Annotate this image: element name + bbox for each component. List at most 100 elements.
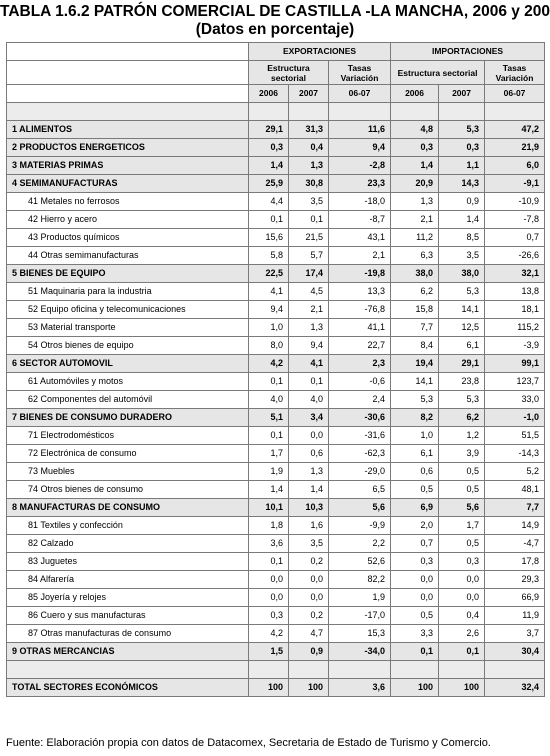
header-exportaciones: EXPORTACIONES <box>247 42 392 61</box>
value-cell: 15,6 <box>248 228 289 247</box>
value-cell: 4,5 <box>288 282 329 301</box>
sector-label: 4 SEMIMANUFACTURAS <box>6 174 249 193</box>
value-cell: 0,0 <box>438 588 486 607</box>
total-value-cell: 32,4 <box>484 678 546 697</box>
value-cell: 15,3 <box>327 624 392 643</box>
value-cell: -19,8 <box>327 264 392 283</box>
value-cell: 5,6 <box>327 498 392 517</box>
sector-label: 73 Muebles <box>6 462 249 481</box>
sector-label: 84 Alfarería <box>6 570 249 589</box>
sector-label: 53 Material transporte <box>6 318 249 337</box>
table-row: 41 Metales no ferrosos 4,4 3,5 -18,0 1,3 0,9-… <box>6 192 546 211</box>
value-cell: 4,0 <box>288 390 329 409</box>
value-cell: -7,8 <box>484 210 546 229</box>
value-cell: 6,1 <box>390 444 440 463</box>
value-cell: 0,1 <box>248 426 289 445</box>
value-cell: 0,0 <box>248 570 289 589</box>
value-cell: 12,5 <box>438 318 486 337</box>
value-cell: 0,3 <box>438 138 486 157</box>
value-cell: 0,6 <box>288 444 329 463</box>
value-cell: 1,7 <box>248 444 289 463</box>
value-cell: 123,7 <box>484 372 546 391</box>
value-cell: 8,2 <box>390 408 440 427</box>
sector-label: 2 PRODUCTOS ENERGETICOS <box>6 138 249 157</box>
value-cell: 66,9 <box>484 588 546 607</box>
total-value-cell: 100 <box>438 678 486 697</box>
value-cell: -31,6 <box>327 426 392 445</box>
sector-label: 1 ALIMENTOS <box>6 120 249 139</box>
value-cell: 6,2 <box>438 408 486 427</box>
value-cell: 0,5 <box>390 480 440 499</box>
value-cell: 2,1 <box>288 300 329 319</box>
value-cell: 0,1 <box>438 642 486 661</box>
source-footnote: Fuente: Elaboración propia con datos de … <box>6 737 491 749</box>
value-cell: 3,3 <box>390 624 440 643</box>
value-cell: 0,0 <box>248 588 289 607</box>
value-cell: -18,0 <box>327 192 392 211</box>
value-cell: 6,2 <box>390 282 440 301</box>
table-row: 83 Juguetes 0,1 0,2 52,6 0,3 0,3 17,8 <box>6 552 546 571</box>
value-cell: 1,8 <box>248 516 289 535</box>
value-cell: 8,4 <box>390 336 440 355</box>
value-cell: 6,0 <box>484 156 546 175</box>
value-cell: 31,3 <box>288 120 329 139</box>
value-cell: 8,0 <box>248 336 289 355</box>
value-cell: 99,1 <box>484 354 546 373</box>
table-row: 82 Calzado 3,6 3,5 2,2 0,7 0,5 -4,7 <box>6 534 546 553</box>
value-cell: 0,5 <box>438 462 486 481</box>
sector-label: 85 Joyería y relojes <box>6 588 249 607</box>
sector-label: 87 Otras manufacturas de consumo <box>6 624 249 643</box>
value-cell: -10,9 <box>484 192 546 211</box>
table-row: 71 Electrodomésticos 0,1 0,0 -31,6 1,0 1,2 51,… <box>6 426 546 445</box>
value-cell: 11,9 <box>484 606 546 625</box>
value-cell: 0,1 <box>390 642 440 661</box>
sector-label: 6 SECTOR AUTOMOVIL <box>6 354 249 373</box>
spacer-row <box>6 102 546 121</box>
value-cell: 5,7 <box>288 246 329 265</box>
value-cell: -76,8 <box>327 300 392 319</box>
value-cell: 22,7 <box>327 336 392 355</box>
table-row: 7 BIENES DE CONSUMO DURADERO 5,1 3,4 -30,6 8… <box>6 408 546 427</box>
value-cell: 8,5 <box>438 228 486 247</box>
table-row: 62 Componentes del automóvil 4,0 4,0 2,4 5,3… <box>6 390 546 409</box>
table-row: 43 Productos químicos 15,6 21,5 43,1 11,2 8,5… <box>6 228 546 247</box>
value-cell: 14,1 <box>390 372 440 391</box>
header-imp-2006: 2006 <box>390 84 440 103</box>
value-cell: 23,8 <box>438 372 486 391</box>
table-row: 86 Cuero y sus manufacturas 0,3 0,2 -17,0 0,… <box>6 606 546 625</box>
value-cell: 5,6 <box>438 498 486 517</box>
sector-label: 82 Calzado <box>6 534 249 553</box>
total-value-cell: 3,6 <box>327 678 392 697</box>
value-cell: 1,3 <box>390 192 440 211</box>
header-tasas-exp: Tasas Variación <box>327 60 392 85</box>
value-cell: 33,0 <box>484 390 546 409</box>
value-cell: -2,8 <box>327 156 392 175</box>
value-cell: 4,8 <box>390 120 440 139</box>
value-cell: 2,2 <box>327 534 392 553</box>
value-cell: 21,5 <box>288 228 329 247</box>
value-cell: 47,2 <box>484 120 546 139</box>
value-cell: 15,8 <box>390 300 440 319</box>
value-cell: 14,1 <box>438 300 486 319</box>
value-cell: 29,3 <box>484 570 546 589</box>
value-cell: 4,4 <box>248 192 289 211</box>
value-cell: 0,0 <box>438 570 486 589</box>
value-cell: 4,1 <box>248 282 289 301</box>
table-row: 52 Equipo oficina y telecomunicaciones 9,… <box>6 300 546 319</box>
value-cell: -4,7 <box>484 534 546 553</box>
spacer-row <box>6 660 546 679</box>
value-cell: 5,1 <box>248 408 289 427</box>
sector-label: 5 BIENES DE EQUIPO <box>6 264 249 283</box>
table-row: 9 OTRAS MERCANCIAS 1,5 0,9 -34,0 0,1 0,1 30,4 <box>6 642 546 661</box>
value-cell: 32,1 <box>484 264 546 283</box>
value-cell: 2,0 <box>390 516 440 535</box>
value-cell: 3,5 <box>288 534 329 553</box>
value-cell: 14,9 <box>484 516 546 535</box>
total-label: TOTAL SECTORES ECONÓMICOS <box>6 678 249 697</box>
table-row: 42 Hierro y acero 0,1 0,1 -8,7 2,1 1,4 -7,8 <box>6 210 546 229</box>
header-exp-2007: 2007 <box>288 84 329 103</box>
value-cell: 0,4 <box>438 606 486 625</box>
table-row: 5 BIENES DE EQUIPO 22,5 17,4 -19,8 38,0 38,0 3… <box>6 264 546 283</box>
table-row: 85 Joyería y relojes 0,0 0,0 1,9 0,0 0,0 66,9 <box>6 588 546 607</box>
total-row: TOTAL SECTORES ECONÓMICOS 100 100 3,6 100 100… <box>6 678 546 697</box>
